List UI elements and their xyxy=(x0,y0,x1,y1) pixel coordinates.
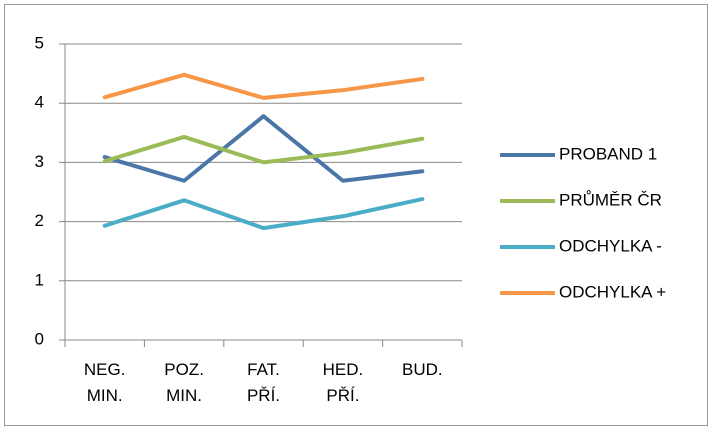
y-tick-label: 2 xyxy=(35,211,44,230)
legend-label: PRŮMĚR ČR xyxy=(559,190,662,209)
y-tick-label: 3 xyxy=(35,152,44,171)
line-series xyxy=(102,114,425,183)
x-tick-label: BUD. xyxy=(401,360,443,379)
y-tick-label: 4 xyxy=(35,93,44,112)
line-series xyxy=(102,197,425,231)
y-tick-label: 1 xyxy=(35,270,44,289)
legend-label: ODCHYLKA + xyxy=(559,282,666,301)
legend-label: ODCHYLKA - xyxy=(559,236,662,255)
x-tick-label: POZ. MIN. xyxy=(164,360,204,405)
legend-label: PROBAND 1 xyxy=(559,144,657,163)
x-tick-label: FAT. PŘÍ. xyxy=(246,360,281,405)
line-series xyxy=(102,72,425,100)
y-tick-label: 5 xyxy=(35,33,44,52)
x-tick-label: NEG. MIN. xyxy=(83,360,126,405)
line-series xyxy=(102,134,425,165)
y-tick-label: 0 xyxy=(35,329,44,348)
x-tick-label: HED. PŘÍ. xyxy=(322,360,364,405)
